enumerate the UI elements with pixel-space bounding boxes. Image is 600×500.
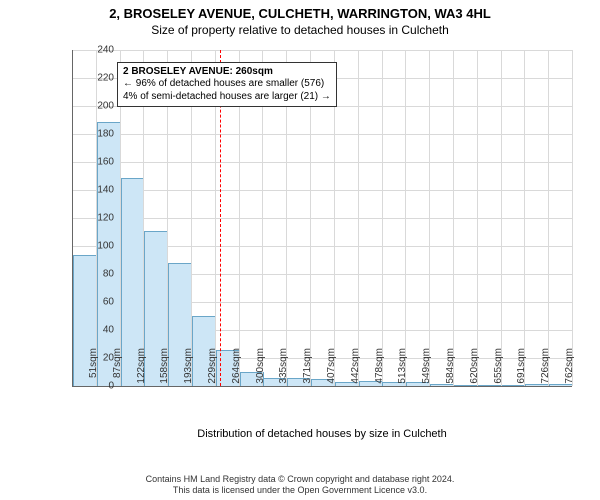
x-tick-label: 87sqm <box>112 348 123 388</box>
y-tick-label: 80 <box>84 269 114 280</box>
y-tick-label: 40 <box>84 325 114 336</box>
gridline-v <box>501 50 502 386</box>
annotation-line: ← 96% of detached houses are smaller (57… <box>123 78 331 91</box>
footer-line-1: Contains HM Land Registry data © Crown c… <box>0 474 600 485</box>
gridline-v <box>572 50 573 386</box>
y-tick-label: 140 <box>84 185 114 196</box>
x-axis-label: Distribution of detached houses by size … <box>72 428 572 440</box>
x-tick-label: 158sqm <box>159 348 170 388</box>
gridline-v <box>453 50 454 386</box>
y-tick-label: 220 <box>84 73 114 84</box>
x-tick-label: 264sqm <box>231 348 242 388</box>
y-tick-label: 200 <box>84 101 114 112</box>
x-tick-label: 51sqm <box>88 348 99 388</box>
annotation-box: 2 BROSELEY AVENUE: 260sqm← 96% of detach… <box>117 62 337 108</box>
gridline-v <box>548 50 549 386</box>
x-tick-label: 584sqm <box>445 348 456 388</box>
footer: Contains HM Land Registry data © Crown c… <box>0 474 600 496</box>
gridline-v <box>358 50 359 386</box>
x-tick-label: 513sqm <box>397 348 408 388</box>
x-tick-label: 122sqm <box>136 348 147 388</box>
x-tick-label: 442sqm <box>350 348 361 388</box>
chart-container: Number of detached properties 2 BROSELEY… <box>36 44 584 434</box>
x-tick-label: 762sqm <box>564 348 575 388</box>
gridline-h <box>72 162 572 163</box>
x-tick-label: 229sqm <box>207 348 218 388</box>
y-tick-label: 120 <box>84 213 114 224</box>
page-subtitle: Size of property relative to detached ho… <box>0 23 600 37</box>
y-tick-label: 60 <box>84 297 114 308</box>
page-title: 2, BROSELEY AVENUE, CULCHETH, WARRINGTON… <box>0 6 600 21</box>
x-tick-label: 335sqm <box>278 348 289 388</box>
x-tick-label: 193sqm <box>183 348 194 388</box>
x-tick-label: 371sqm <box>302 348 313 388</box>
gridline-v <box>382 50 383 386</box>
plot-area: 2 BROSELEY AVENUE: 260sqm← 96% of detach… <box>72 50 572 386</box>
gridline-v <box>524 50 525 386</box>
annotation-title: 2 BROSELEY AVENUE: 260sqm <box>123 66 331 79</box>
annotation-line: 4% of semi-detached houses are larger (2… <box>123 91 331 104</box>
x-tick-label: 549sqm <box>421 348 432 388</box>
y-tick-label: 240 <box>84 45 114 56</box>
footer-line-2: This data is licensed under the Open Gov… <box>0 485 600 496</box>
gridline-h <box>72 50 572 51</box>
y-tick-label: 160 <box>84 157 114 168</box>
x-tick-label: 655sqm <box>493 348 504 388</box>
x-tick-label: 691sqm <box>516 348 527 388</box>
gridline-v <box>405 50 406 386</box>
gridline-h <box>72 134 572 135</box>
gridline-v <box>477 50 478 386</box>
x-tick-label: 300sqm <box>255 348 266 388</box>
x-tick-label: 407sqm <box>326 348 337 388</box>
gridline-h <box>72 218 572 219</box>
gridline-h <box>72 190 572 191</box>
gridline-v <box>429 50 430 386</box>
y-tick-label: 100 <box>84 241 114 252</box>
x-tick-label: 478sqm <box>374 348 385 388</box>
y-tick-label: 180 <box>84 129 114 140</box>
x-tick-label: 620sqm <box>469 348 480 388</box>
x-tick-label: 726sqm <box>540 348 551 388</box>
